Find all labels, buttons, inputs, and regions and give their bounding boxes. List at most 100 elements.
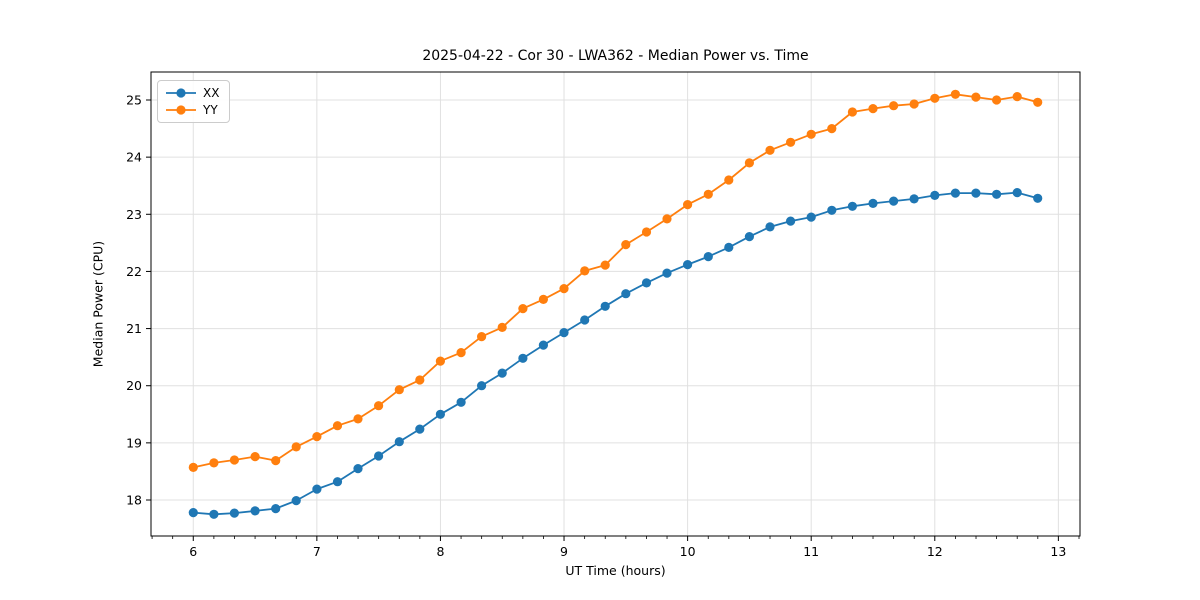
marker-xx — [744, 232, 755, 242]
marker-xx — [312, 484, 322, 494]
x-tick-label: 7 — [313, 544, 321, 559]
marker-yy — [827, 124, 837, 134]
marker-yy — [930, 93, 940, 103]
marker-yy — [971, 92, 981, 102]
marker-xx — [580, 315, 590, 325]
marker-yy — [600, 260, 610, 270]
marker-xx — [683, 260, 693, 270]
marker-yy — [868, 104, 878, 114]
marker-yy — [312, 432, 322, 442]
marker-yy — [580, 266, 590, 276]
y-tick-label: 23 — [126, 207, 142, 222]
marker-yy — [1033, 97, 1043, 107]
y-tick-label: 19 — [126, 435, 142, 450]
y-tick-label: 24 — [126, 150, 142, 165]
marker-yy — [950, 89, 961, 99]
y-tick-label: 21 — [126, 321, 142, 336]
legend-label: YY — [203, 103, 218, 117]
marker-xx — [662, 268, 672, 278]
marker-yy — [374, 401, 384, 411]
x-tick-label: 11 — [803, 544, 819, 559]
marker-xx — [518, 353, 528, 363]
marker-xx — [950, 188, 961, 198]
marker-xx — [786, 216, 796, 226]
y-tick-label: 22 — [126, 264, 142, 279]
marker-xx — [332, 477, 343, 487]
marker-xx — [353, 464, 363, 474]
marker-yy — [662, 214, 672, 224]
legend-label: XX — [203, 86, 220, 100]
marker-yy — [683, 200, 693, 210]
axes-spines — [150, 71, 1081, 537]
marker-yy — [394, 385, 404, 395]
marker-xx — [765, 222, 775, 232]
y-tick-label: 20 — [126, 378, 142, 393]
marker-yy — [435, 356, 445, 366]
marker-xx — [229, 508, 239, 518]
marker-xx — [992, 189, 1002, 199]
marker-xx — [621, 289, 631, 299]
marker-xx — [188, 507, 198, 518]
marker-xx — [271, 504, 281, 514]
marker-yy — [250, 452, 260, 462]
marker-yy — [641, 227, 652, 237]
marker-yy — [703, 189, 713, 199]
marker-yy — [456, 348, 466, 358]
x-tick-label: 8 — [436, 544, 444, 559]
marker-yy — [806, 129, 816, 139]
marker-xx — [724, 242, 734, 252]
marker-yy — [1012, 92, 1022, 102]
marker-yy — [538, 294, 549, 304]
marker-yy — [209, 458, 219, 468]
legend-item-yy: YY — [166, 103, 219, 117]
marker-yy — [621, 240, 631, 250]
marker-xx — [394, 437, 404, 447]
chart-title: 2025-04-22 - Cor 30 - LWA362 - Median Po… — [422, 48, 809, 64]
marker-xx — [209, 509, 219, 519]
marker-yy — [518, 304, 528, 314]
marker-xx — [1012, 188, 1022, 198]
x-tick-label: 6 — [189, 544, 197, 559]
marker-yy — [847, 107, 858, 117]
marker-yy — [353, 414, 363, 424]
legend-item-xx: XX — [166, 86, 219, 100]
x-tick-label: 12 — [927, 544, 943, 559]
marker-xx — [806, 212, 816, 222]
marker-xx — [930, 190, 940, 200]
marker-yy — [909, 99, 919, 109]
y-tick-label: 18 — [126, 493, 142, 508]
marker-xx — [641, 278, 652, 288]
marker-yy — [291, 442, 301, 452]
marker-yy — [786, 137, 796, 147]
marker-xx — [971, 188, 981, 198]
marker-xx — [538, 340, 549, 350]
marker-yy — [332, 421, 343, 431]
marker-xx — [415, 424, 425, 434]
marker-yy — [724, 175, 734, 185]
marker-xx — [559, 328, 569, 338]
marker-xx — [291, 496, 301, 506]
series-line-xx — [193, 191, 1038, 516]
marker-xx — [600, 301, 610, 311]
marker-xx — [703, 252, 713, 262]
marker-xx — [909, 194, 919, 204]
marker-xx — [868, 198, 878, 208]
marker-yy — [497, 322, 507, 332]
x-tick-label: 10 — [680, 544, 696, 559]
marker-yy — [415, 375, 425, 385]
marker-xx — [435, 409, 445, 419]
marker-yy — [229, 455, 239, 465]
marker-xx — [250, 506, 260, 516]
marker-xx — [497, 368, 507, 378]
marker-xx — [827, 205, 837, 215]
marker-yy — [559, 284, 569, 294]
marker-yy — [992, 95, 1002, 105]
marker-yy — [744, 158, 755, 168]
marker-yy — [889, 101, 899, 111]
marker-yy — [188, 462, 198, 472]
series-line-yy — [193, 93, 1038, 469]
marker-xx — [477, 381, 487, 391]
marker-xx — [1033, 193, 1043, 203]
marker-xx — [456, 397, 466, 407]
